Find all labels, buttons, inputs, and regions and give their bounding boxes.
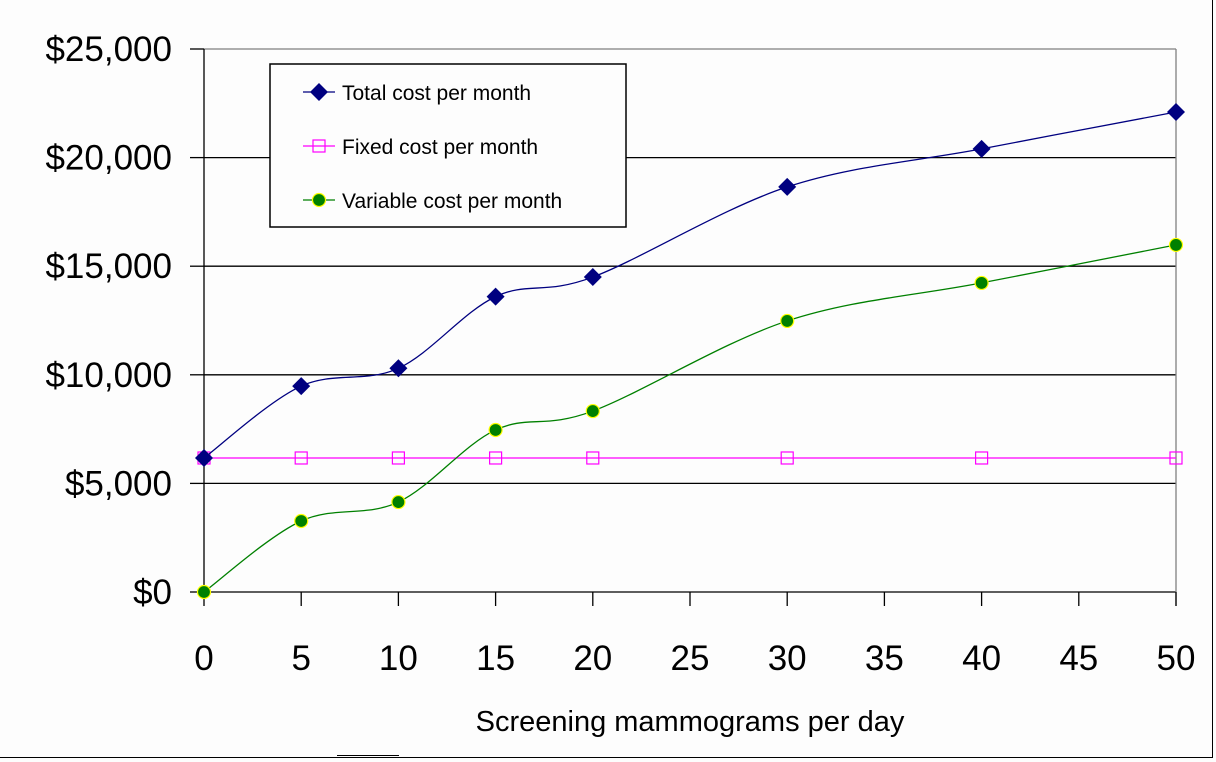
data-point (1168, 237, 1184, 253)
page-border-right (1212, 0, 1213, 758)
legend-item-total-cost-per-month: Total cost per month (303, 82, 531, 105)
legend-item-fixed-cost-per-month: Fixed cost per month (303, 136, 538, 159)
series-total-cost-per-month (195, 102, 1185, 467)
data-point (972, 139, 991, 158)
data-point (974, 275, 989, 291)
data-point (974, 451, 989, 465)
legend-item-variable-cost-per-month: Variable cost per month (303, 190, 562, 213)
x-tick-label: 15 (476, 639, 515, 678)
axes (190, 48, 1177, 606)
series-line (203, 244, 1177, 593)
data-point (292, 377, 311, 396)
series-group (195, 102, 1185, 600)
data-point (195, 448, 213, 467)
x-tick-label: 5 (291, 639, 310, 678)
x-axis-label: Screening mammograms per day (476, 706, 905, 738)
data-point (780, 451, 794, 465)
legend-marker (312, 139, 326, 153)
legend-marker (311, 192, 327, 208)
data-point (294, 451, 308, 465)
y-tick-label: $25,000 (45, 30, 172, 69)
x-tick-label: 35 (865, 639, 904, 678)
legend-label: Variable cost per month (342, 190, 562, 213)
data-point (778, 177, 797, 196)
data-point (389, 359, 408, 378)
data-point (583, 268, 602, 287)
data-point (1167, 102, 1185, 121)
page-border-bottom (0, 757, 1213, 758)
series-variable-cost-per-month (196, 237, 1184, 600)
legend: Total cost per month Fixed cost per month… (269, 63, 627, 228)
data-point (486, 287, 505, 306)
x-tick-label: 45 (1059, 639, 1098, 678)
page-artifact-line (337, 755, 399, 756)
data-point (1169, 451, 1183, 465)
y-tick-label: $10,000 (45, 356, 172, 395)
legend-marker (310, 83, 328, 101)
data-point (780, 313, 795, 329)
data-point (294, 513, 309, 529)
x-tick-label: 40 (962, 639, 1001, 678)
x-tick-label: 20 (573, 639, 612, 678)
x-tick-label: 10 (379, 639, 418, 678)
data-point (488, 422, 503, 438)
y-axis-tick-labels: $0 $5,000 $10,000 $15,000 $20,000 $25,000 (45, 30, 172, 612)
x-tick-label: 30 (768, 639, 807, 678)
y-tick-label: $20,000 (45, 139, 172, 178)
data-point (391, 494, 406, 510)
y-tick-label: $15,000 (45, 247, 172, 286)
series-fixed-cost-per-month (197, 451, 1183, 465)
x-axis-tick-labels: 0 5 10 15 20 25 30 35 40 45 50 (194, 639, 1195, 678)
legend-label: Total cost per month (342, 82, 531, 105)
data-point (196, 584, 212, 600)
x-tick-label: 0 (194, 639, 213, 678)
y-tick-label: $5,000 (65, 464, 172, 503)
legend-label: Fixed cost per month (342, 136, 538, 159)
x-tick-label: 25 (671, 639, 710, 678)
data-point (391, 451, 405, 465)
x-tick-label: 50 (1157, 639, 1196, 678)
y-tick-label: $0 (133, 573, 172, 612)
data-point (489, 451, 503, 465)
data-point (586, 451, 600, 465)
data-point (585, 403, 600, 419)
